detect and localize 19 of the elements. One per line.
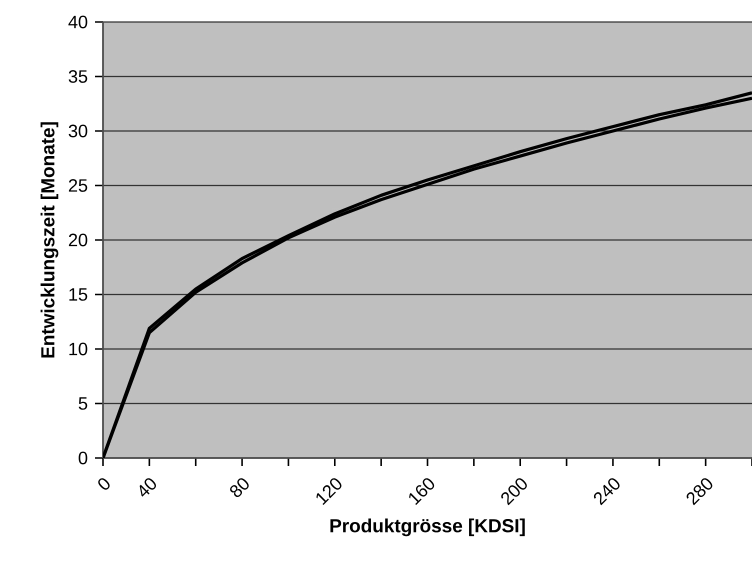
x-tick-label: 40 <box>140 478 156 497</box>
y-tick-label: 30 <box>68 124 88 138</box>
y-tick-label: 15 <box>69 288 88 301</box>
x-tick-label: 120 <box>316 478 342 505</box>
y-tick-label: 0 <box>78 452 88 464</box>
y-tick-label: 10 <box>69 342 88 356</box>
x-axis-title: Produktgrösse [KDSI] <box>330 518 525 536</box>
x-tick-label: 160 <box>409 478 434 505</box>
x-tick-label: 280 <box>686 478 712 506</box>
y-tick-label: 20 <box>68 234 88 246</box>
y-axis-title: Entwicklungszeit [Monate] <box>40 122 58 358</box>
y-tick-label: 25 <box>68 179 88 192</box>
y-tick-label: 35 <box>68 70 88 83</box>
x-tick-label: 80 <box>230 478 249 498</box>
x-tick-label: 0 <box>98 478 110 490</box>
y-tick-label: 5 <box>78 397 88 410</box>
x-tick-label: 200 <box>501 478 527 506</box>
x-tick-label: 240 <box>594 478 620 506</box>
y-tick-label: 40 <box>68 16 88 28</box>
